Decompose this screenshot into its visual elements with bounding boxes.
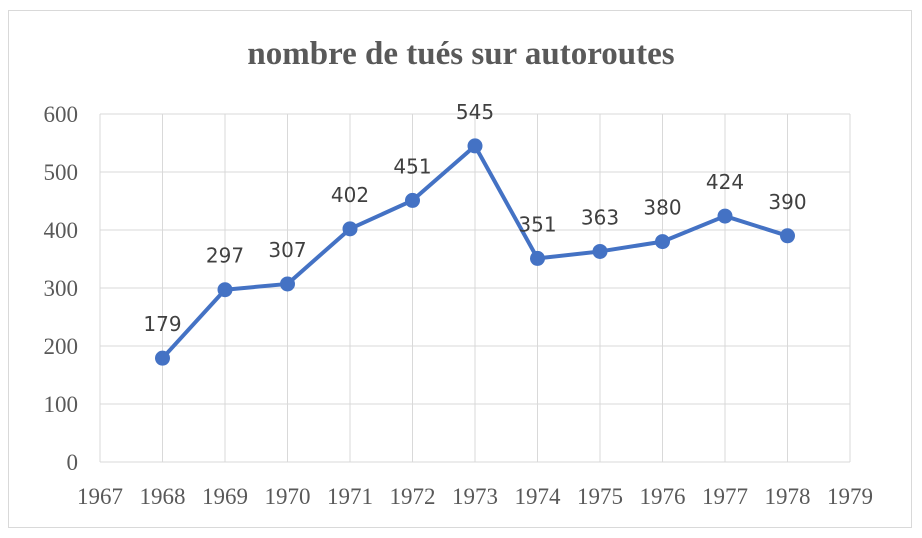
y-tick-label: 0 [67,450,79,475]
data-points [155,138,795,366]
chart-frame [8,10,912,528]
x-tick-label: 1977 [702,484,748,509]
x-tick-label: 1976 [640,484,686,509]
data-point [780,228,795,244]
data-point [530,250,545,266]
y-tick-label: 300 [44,276,79,301]
data-labels: 179 297 307 402 451 545 351 363 380 424 390 [143,100,806,336]
data-label: 451 [393,154,431,178]
data-point [405,192,420,208]
data-label: 297 [206,244,244,268]
x-axis-ticks: 1967 1968 1969 1970 1971 1972 1973 1974 1975 1976… [77,484,873,509]
x-tick-label: 1973 [452,484,498,509]
data-point [592,243,608,259]
data-point [467,138,483,154]
grid-lines [99,113,851,463]
y-tick-label: 200 [44,334,79,359]
x-tick-label: 1967 [77,484,123,509]
data-label: 179 [143,312,181,336]
data-label: 351 [518,212,556,236]
data-point [655,234,670,250]
y-tick-label: 400 [44,218,79,243]
x-tick-label: 1969 [202,484,248,509]
data-point [342,221,358,237]
x-tick-label: 1975 [577,484,623,509]
x-tick-label: 1968 [140,484,186,509]
x-tick-label: 1978 [765,484,811,509]
data-point [217,282,233,298]
x-tick-label: 1970 [265,484,311,509]
data-label: 545 [456,100,494,124]
x-tick-label: 1974 [515,484,562,509]
x-tick-label: 1971 [327,484,373,509]
data-label: 424 [706,170,744,194]
data-point [155,350,170,366]
x-tick-label: 1972 [390,484,436,509]
y-tick-label: 500 [44,160,79,185]
y-tick-label: 100 [44,392,79,417]
data-label: 402 [331,183,369,207]
y-axis-ticks: 0 100 200 300 400 500 600 [44,102,79,475]
data-point [280,276,295,292]
x-tick-label: 1979 [827,484,873,509]
data-point [717,208,733,224]
chart-title: nombre de tués sur autoroutes [247,36,675,72]
data-label: 390 [768,190,806,214]
data-label: 363 [581,205,619,229]
data-label: 307 [268,238,306,262]
y-tick-label: 600 [44,102,79,127]
data-label: 380 [643,196,681,220]
